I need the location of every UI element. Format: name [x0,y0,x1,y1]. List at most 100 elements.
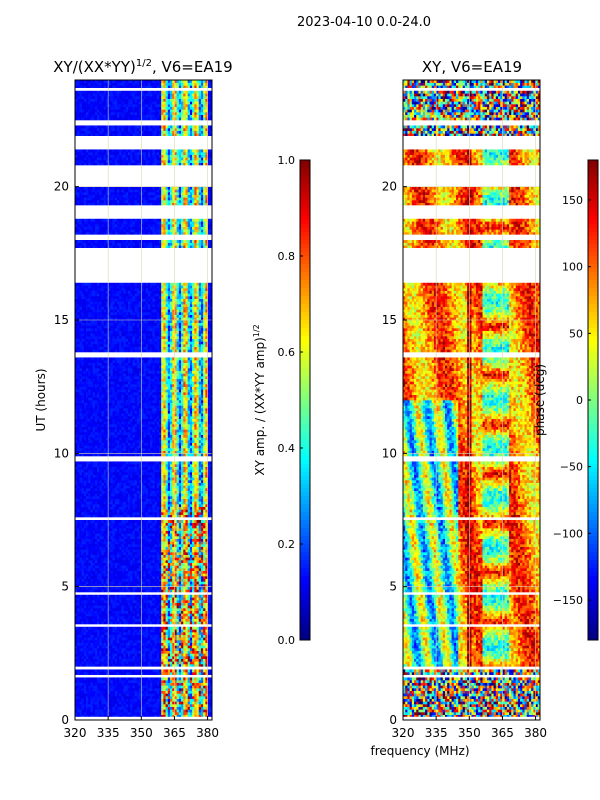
heatmap-cell [143,672,147,675]
heatmap-cell [77,504,80,507]
heatmap-cell [154,576,158,579]
heatmap-cell [154,594,158,598]
heatmap-cell [200,610,204,614]
heatmap-cell [75,544,78,547]
heatmap-cell [150,640,153,643]
heatmap-cell [198,546,202,550]
heatmap-cell [110,504,113,507]
heatmap-cell [101,640,105,643]
heatmap-cell [141,621,144,625]
heatmap-cell [203,570,206,574]
heatmap-cell [81,701,85,705]
heatmap-cell [81,693,85,697]
heatmap-cell [178,656,182,659]
heatmap-cell [108,488,111,491]
heatmap-cell [99,597,102,601]
heatmap-cell [134,597,138,601]
heatmap-cell [161,680,164,683]
heatmap-cell [97,714,100,718]
heatmap-cell [110,600,113,603]
heatmap-cell [110,509,113,513]
heatmap-cell [176,498,180,502]
heatmap-cell [143,488,147,491]
heatmap-cell [192,618,195,622]
heatmap-cell [161,600,164,603]
heatmap-cell [161,570,164,574]
heatmap-cell [176,504,180,507]
heatmap-cell [99,661,102,665]
heatmap-cell [116,533,120,537]
heatmap-cell [207,672,211,675]
heatmap-cell [103,690,107,694]
heatmap-cell [161,573,164,577]
heatmap-cell [136,586,140,590]
heatmap-cell [123,714,127,718]
heatmap-cell [114,645,118,649]
heatmap-cell [189,664,193,667]
heatmap-cell [103,589,107,593]
heatmap-cell [209,568,213,571]
heatmap-cell [125,496,129,499]
heatmap-cell [200,496,204,499]
heatmap-cell [156,501,160,505]
heatmap-cell [189,605,193,609]
heatmap-cell [90,704,93,707]
heatmap-cell [145,626,149,630]
heatmap-cell [150,586,153,590]
heatmap-cell [203,637,206,641]
heatmap-cell [172,597,175,601]
heatmap-cell [103,632,107,635]
heatmap-cell [181,514,184,518]
heatmap-cell [156,546,160,550]
heatmap-cell [108,669,111,673]
heatmap-cell [145,605,149,609]
heatmap-cell [145,597,149,601]
heatmap-cell [147,640,151,643]
heatmap-cell [198,557,202,561]
heatmap-cell [209,640,213,643]
heatmap-cell [205,573,208,577]
heatmap-cell [163,621,166,625]
heatmap-cell [139,584,142,587]
heatmap-cell [121,701,124,705]
heatmap-cell [209,533,213,537]
heatmap-cell [170,530,173,534]
heatmap-cell [75,528,78,531]
heatmap-cell [136,682,140,686]
heatmap-cell [116,677,120,681]
heatmap-cell [81,568,85,571]
heatmap-cell [110,629,113,633]
heatmap-cell [158,682,162,686]
heatmap-cell [147,688,151,691]
heatmap-cell [134,562,138,566]
heatmap-cell [194,504,197,507]
heatmap-cell [139,704,142,707]
heatmap-cell [103,698,107,702]
heatmap-cell [75,690,78,694]
heatmap-cell [158,645,162,649]
heatmap-cell [101,557,105,561]
heatmap-cell [194,648,197,651]
heatmap-cell [207,664,211,667]
heatmap-cell [203,608,206,611]
heatmap-cell [130,528,133,531]
heatmap-cell [77,634,80,638]
heatmap-cell [125,506,129,510]
heatmap-cell [209,514,213,518]
heatmap-cell [77,586,80,590]
heatmap-cell [170,701,173,705]
heatmap-cell [161,530,164,534]
heatmap-cell [116,629,120,633]
heatmap-cell [154,600,158,603]
heatmap-cell [174,690,177,694]
heatmap-cell [187,597,191,601]
heatmap-cell [141,493,144,497]
heatmap-cell [75,514,78,518]
heatmap-cell [125,530,129,534]
heatmap-cell [132,701,135,705]
heatmap-cell [103,685,107,689]
heatmap-cell [178,557,182,561]
heatmap-cell [187,680,191,683]
heatmap-cell [81,629,85,633]
heatmap-cell [209,570,213,574]
